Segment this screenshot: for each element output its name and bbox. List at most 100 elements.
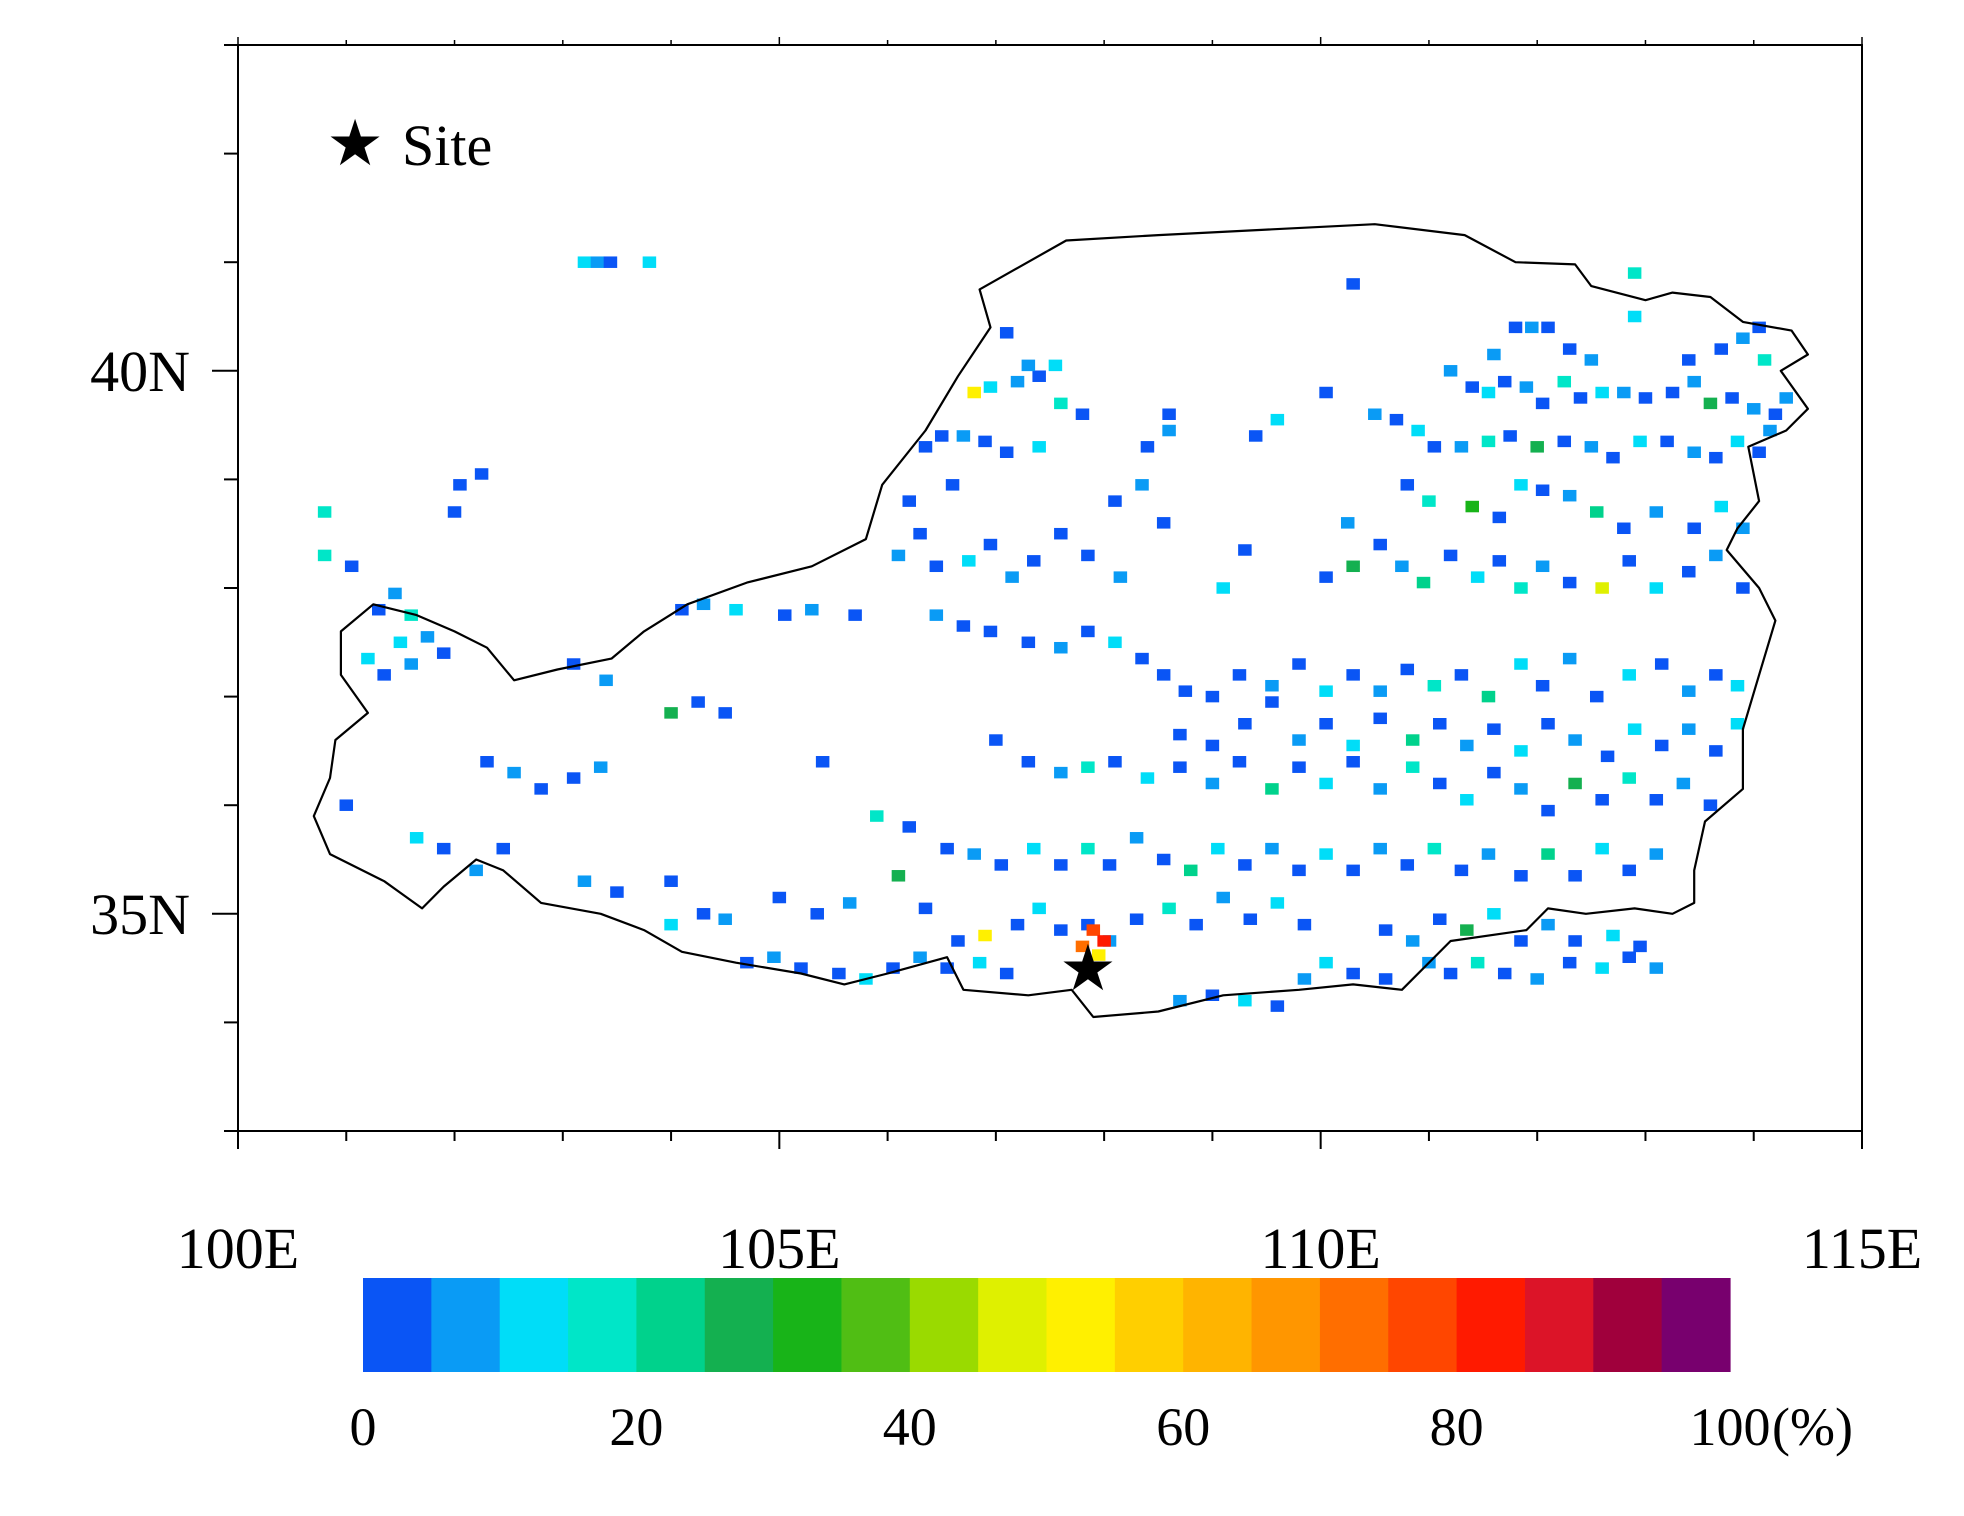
colorbar-swatch [1593,1278,1663,1372]
grid-cell [1346,864,1360,877]
grid-cell [1021,756,1036,768]
grid-cell [1027,555,1041,567]
grid-cell [610,886,624,898]
grid-cell [1649,506,1664,518]
grid-cell [1682,354,1696,366]
grid-cell [1562,576,1577,589]
grid-cell [1319,718,1333,730]
grid-cell [1021,359,1036,372]
grid-cell [1205,739,1220,752]
grid-cell [447,506,462,518]
region-boundary [312,223,1809,1019]
grid-cell [718,707,732,719]
grid-cell [1535,397,1550,410]
grid-cell [1736,332,1750,344]
grid-cell [1162,902,1176,915]
grid-cell [1481,386,1496,399]
grid-cell [1703,799,1718,811]
grid-cell [1627,723,1642,735]
grid-cell [1135,652,1149,665]
grid-cell [1400,663,1415,676]
grid-cell [945,479,960,491]
grid-cell [1492,555,1507,567]
grid-cell [1010,918,1025,931]
grid-cell [420,631,435,643]
grid-cell [1243,913,1258,925]
grid-cell [1405,935,1420,947]
grid-cell [929,560,944,573]
grid-cell [1622,864,1636,877]
grid-cell [1568,870,1582,882]
colorbar-unit: (%) [1772,1397,1853,1457]
grid-cell [940,962,954,974]
grid-cell [1216,891,1230,904]
grid-cell [1433,718,1447,730]
grid-cell [1730,435,1745,448]
grid-cell [1102,859,1117,871]
grid-cell [1562,652,1577,665]
grid-cell [507,766,521,779]
grid-cell [1238,994,1252,1007]
grid-cell [1687,446,1701,458]
grid-cell [1589,690,1604,703]
grid-cell [918,902,933,915]
grid-cell [1205,690,1220,703]
grid-cell [1503,430,1517,442]
grid-cell [1297,918,1312,931]
colorbar-swatch [499,1278,569,1372]
grid-cell [967,848,981,860]
grid-cell [1054,924,1068,936]
grid-cell [603,256,618,268]
grid-cell [642,256,657,268]
grid-cell [317,506,332,518]
grid-cell [999,446,1014,458]
colorbar-swatch [363,1278,432,1372]
grid-cell [1514,582,1528,594]
grid-cell [1535,484,1550,497]
grid-cell [696,598,711,611]
grid-cell [1319,571,1333,583]
colorbar-swatch [1388,1278,1458,1372]
grid-cell [772,891,787,904]
grid-cell [1622,669,1636,681]
grid-cell [1709,669,1723,681]
grid-cell [577,256,592,268]
grid-cell [1292,658,1306,670]
grid-cell [1541,804,1555,817]
grid-cell [1514,783,1528,795]
grid-cell [1714,343,1729,355]
grid-cell [1465,381,1479,393]
grid-cell [934,430,949,442]
grid-cell [1535,560,1550,573]
grid-cell [1541,848,1555,860]
grid-cell [1665,386,1680,399]
grid-cell [978,929,992,942]
grid-cell [1097,935,1111,947]
grid-cell [566,658,581,670]
grid-cell [913,951,927,963]
colorbar-swatch [1661,1278,1731,1372]
site-legend-label: Site [402,113,492,178]
grid-cell [1568,777,1582,790]
grid-cell [1682,565,1696,578]
grid-cell [1443,967,1458,980]
grid-cell [1682,685,1696,697]
grid-cell [810,908,824,920]
grid-cell [1091,949,1106,961]
grid-cell [1400,859,1415,871]
grid-cell [1470,956,1485,969]
grid-cell [1492,511,1507,524]
grid-cell [1487,908,1501,920]
grid-cell [1162,408,1176,420]
grid-cell [371,603,386,616]
grid-cell [1714,500,1729,513]
grid-cell [1075,408,1090,420]
grid-cell [913,527,927,540]
grid-cell [1481,848,1496,860]
grid-cell [1173,761,1187,773]
grid-cell [1054,766,1068,779]
colorbar-swatch [1251,1278,1321,1372]
grid-cell [534,783,548,795]
grid-cell [1032,370,1046,382]
grid-cell [1427,679,1442,692]
